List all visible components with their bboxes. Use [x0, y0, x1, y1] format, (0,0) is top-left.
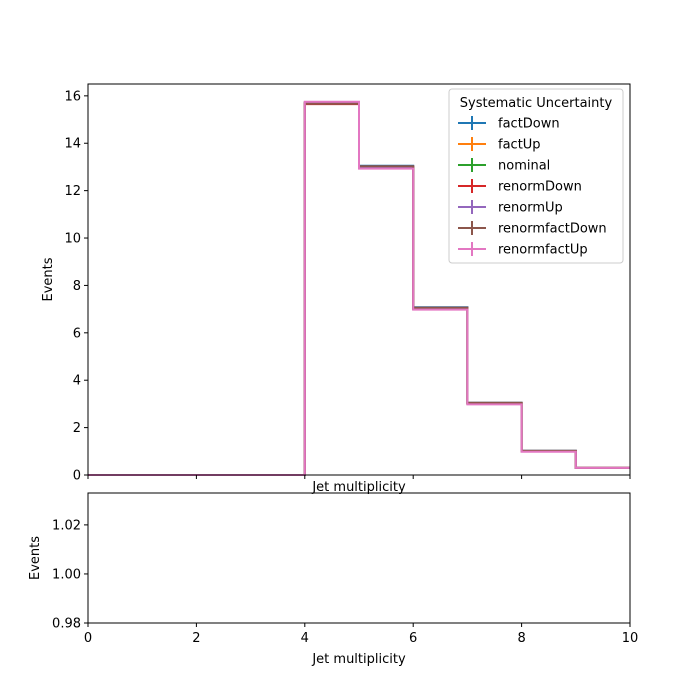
legend-label: factUp	[498, 138, 541, 153]
ratio-x-axis-label: Jet multiplicity	[311, 652, 406, 667]
x-tick-label: 2	[192, 631, 200, 646]
legend-item-factDown[interactable]: factDown	[458, 116, 560, 132]
ratio-y-axis-ticks: 0.98 1.00 1.02	[52, 518, 88, 632]
legend-item-renormDown[interactable]: renormDown	[458, 179, 582, 195]
ratio-plot-frame	[87, 492, 631, 624]
main-x-axis-ticks	[87, 475, 631, 479]
legend-label: factDown	[498, 117, 560, 132]
legend-label: renormfactUp	[498, 243, 588, 258]
y-tick-label: 14	[64, 137, 81, 152]
y-tick-label: 16	[64, 89, 81, 104]
legend-label: nominal	[498, 159, 550, 174]
y-tick-label: 4	[73, 374, 81, 389]
legend-items: factDown factUp nominal renormDown renormUp r…	[458, 116, 607, 258]
legend-item-nominal[interactable]: nominal	[458, 158, 550, 174]
legend-item-renormfactUp[interactable]: renormfactUp	[458, 242, 588, 258]
main-plot-frame	[87, 83, 631, 476]
ratio-x-axis-ticks: 0 2 4 6 8 10	[84, 623, 638, 646]
y-tick-label: 1.02	[52, 518, 81, 533]
legend-item-renormUp[interactable]: renormUp	[458, 200, 563, 216]
y-tick-label: 6	[73, 326, 81, 341]
y-tick-label: 8	[73, 279, 81, 294]
main-x-axis-label: Jet multiplicity	[311, 480, 406, 495]
y-tick-label: 12	[64, 184, 81, 199]
legend-item-factUp[interactable]: factUp	[458, 137, 541, 153]
ratio-y-axis-label: Events	[28, 536, 43, 580]
main-y-axis-ticks: 0 2 4 6 8 10 12 14 16	[64, 89, 88, 484]
main-y-axis-label: Events	[41, 257, 56, 301]
legend[interactable]: Systematic Uncertainty factDown factUp nom…	[448, 88, 624, 264]
x-tick-label: 0	[84, 631, 92, 646]
y-tick-label: 0	[73, 469, 81, 484]
legend-box	[448, 88, 624, 264]
x-tick-label: 4	[301, 631, 309, 646]
y-tick-label: 0.98	[52, 617, 81, 632]
legend-label: renormDown	[498, 180, 582, 195]
main-histogram-panel: 0 2 4 6 8 10 12 14 16 Jet multiplicity Events Sy…	[41, 83, 631, 495]
legend-item-renormfactDown[interactable]: renormfactDown	[458, 221, 607, 237]
x-tick-label: 8	[517, 631, 525, 646]
y-tick-label: 1.00	[52, 567, 81, 582]
y-tick-label: 10	[64, 232, 81, 247]
legend-title: Systematic Uncertainty	[460, 96, 613, 111]
x-tick-label: 10	[622, 631, 639, 646]
ratio-panel: 0.98 1.00 1.02 0 2 4 6 8 10 Jet multiplicity Ev…	[28, 492, 638, 667]
x-tick-label: 6	[409, 631, 417, 646]
legend-label: renormUp	[498, 201, 563, 216]
y-tick-label: 2	[73, 421, 81, 436]
legend-label: renormfactDown	[498, 222, 607, 237]
